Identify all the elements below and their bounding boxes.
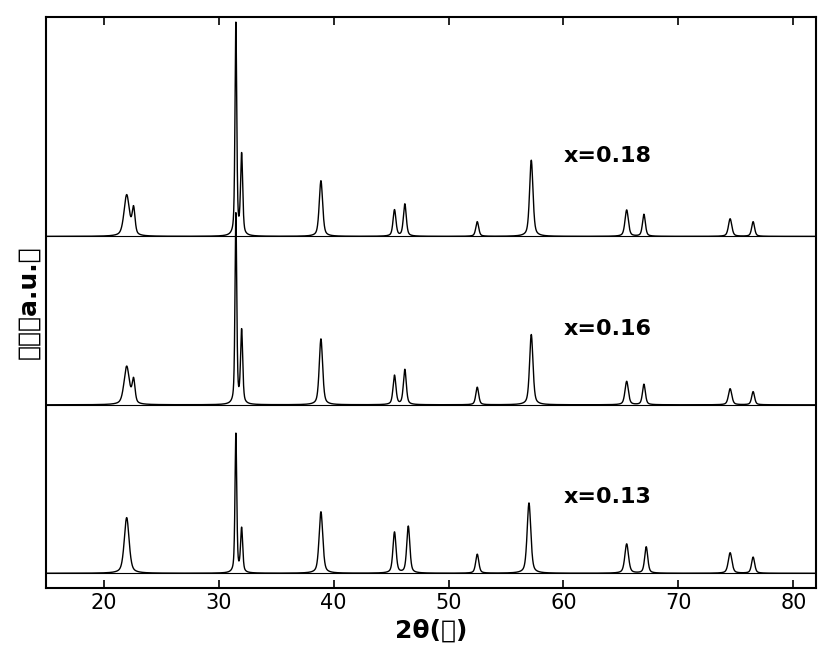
Text: x=0.18: x=0.18	[563, 146, 651, 166]
X-axis label: 2θ(度): 2θ(度)	[395, 618, 467, 643]
Text: x=0.13: x=0.13	[563, 487, 651, 507]
Text: x=0.16: x=0.16	[563, 319, 651, 339]
Y-axis label: 强度（a.u.）: 强度（a.u.）	[17, 246, 41, 359]
